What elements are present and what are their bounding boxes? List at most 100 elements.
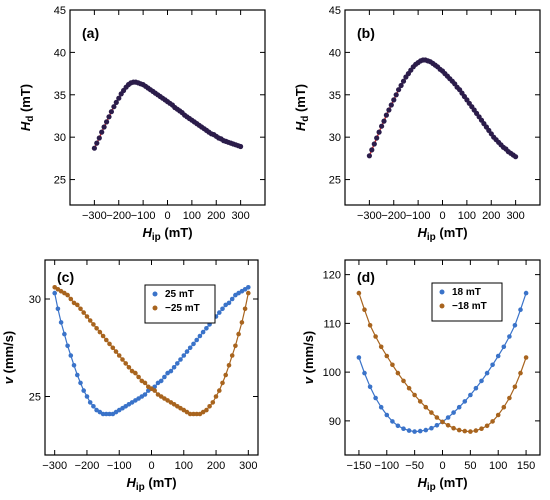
data-point xyxy=(229,353,235,358)
data-point xyxy=(84,394,90,399)
data-point xyxy=(168,368,174,374)
x-tick-label: −100 xyxy=(131,210,156,222)
data-point xyxy=(91,322,96,327)
data-point xyxy=(362,307,367,313)
panel-d: −150 −100 −50 0 50 100 150 90 100 110 120 Hip (mT) v… xyxy=(301,259,541,493)
data-point xyxy=(462,399,468,404)
data-point xyxy=(513,154,519,160)
panel-c: −300 −200 −100 0 100 200 300 25 30 Hip (mT) v (mm/… xyxy=(1,259,259,493)
data-point xyxy=(445,423,451,428)
data-point xyxy=(81,388,86,393)
y-tick-label: 40 xyxy=(54,47,66,59)
data-point xyxy=(429,425,434,431)
panel-label: (a) xyxy=(82,25,99,41)
data-point xyxy=(417,399,423,404)
data-point xyxy=(99,129,105,135)
x-tick-label: 200 xyxy=(207,460,225,472)
data-point xyxy=(229,296,235,302)
data-point xyxy=(390,419,395,424)
data-point xyxy=(126,365,132,370)
legend-label: −18 mT xyxy=(452,301,487,312)
data-point xyxy=(236,331,241,337)
data-point xyxy=(233,343,238,349)
y-tick-label: 100 xyxy=(323,367,341,379)
data-point xyxy=(395,370,401,376)
data-point xyxy=(197,333,203,339)
series-0 xyxy=(91,79,244,151)
x-axis-label: Hip (mT) xyxy=(126,475,176,493)
data-point xyxy=(165,370,170,376)
data-point xyxy=(84,314,90,319)
data-point xyxy=(246,290,251,296)
data-point xyxy=(512,323,518,328)
data-point xyxy=(383,112,389,118)
data-point xyxy=(65,343,70,349)
data-point xyxy=(384,412,390,418)
data-point xyxy=(94,326,99,331)
y-axis-label: Hd (mT) xyxy=(18,84,36,131)
x-tick-label: −50 xyxy=(405,460,424,472)
data-point xyxy=(390,362,395,368)
data-point xyxy=(68,296,74,302)
series-1 xyxy=(52,285,251,417)
y-axis-label: v (mm/s) xyxy=(301,331,316,384)
data-point xyxy=(207,404,212,409)
data-point xyxy=(451,425,456,431)
data-point xyxy=(217,388,222,393)
x-tick-label: 150 xyxy=(517,460,535,472)
data-point xyxy=(406,385,412,391)
data-point xyxy=(381,118,387,124)
data-point xyxy=(246,285,251,290)
data-point xyxy=(123,361,128,366)
legend: 25 mT −25 mT xyxy=(144,284,216,324)
x-tick-label: 0 xyxy=(164,210,170,222)
data-point xyxy=(356,290,362,296)
x-tick-label: 100 xyxy=(183,210,201,222)
data-point xyxy=(223,302,228,308)
data-point xyxy=(129,368,135,374)
data-point xyxy=(100,333,106,339)
data-point xyxy=(434,423,440,428)
data-point xyxy=(113,349,119,354)
data-point xyxy=(181,353,187,358)
data-point xyxy=(104,119,110,125)
legend-label: 18 mT xyxy=(452,287,481,298)
data-point xyxy=(378,404,384,410)
data-point xyxy=(110,345,116,351)
data-point xyxy=(71,300,77,306)
data-point xyxy=(423,404,429,410)
data-point xyxy=(191,411,196,417)
data-point xyxy=(178,357,183,362)
data-point xyxy=(91,145,97,151)
data-point xyxy=(162,374,167,380)
y-tick-label: 25 xyxy=(54,175,66,187)
data-point xyxy=(356,355,362,360)
x-tick-label: −150 xyxy=(347,460,372,472)
data-point xyxy=(142,392,148,397)
data-point xyxy=(518,370,523,376)
data-point xyxy=(116,95,122,101)
data-point xyxy=(490,419,495,424)
data-point xyxy=(78,306,83,312)
data-point xyxy=(96,135,102,141)
x-tick-label: 0 xyxy=(148,460,154,472)
data-point xyxy=(120,357,125,362)
data-point xyxy=(226,363,232,368)
data-point xyxy=(507,334,512,339)
data-point xyxy=(87,318,93,323)
data-point xyxy=(101,124,107,130)
panel-label: (c) xyxy=(57,269,74,285)
data-point xyxy=(423,427,429,433)
y-tick-label: 30 xyxy=(329,132,341,144)
data-point xyxy=(94,140,100,146)
series-0 xyxy=(366,57,519,160)
data-point xyxy=(78,380,83,386)
panel-b: −300 −200 −100 0 100 200 300 25 30 35 40 45 Hip (mT)… xyxy=(293,5,541,243)
panel-label: (d) xyxy=(357,269,375,285)
legend: 18 mT −18 mT xyxy=(431,282,503,322)
y-tick-label: 35 xyxy=(329,90,341,102)
data-point xyxy=(374,135,380,141)
panel-label: (b) xyxy=(357,25,375,41)
data-point xyxy=(200,409,206,415)
